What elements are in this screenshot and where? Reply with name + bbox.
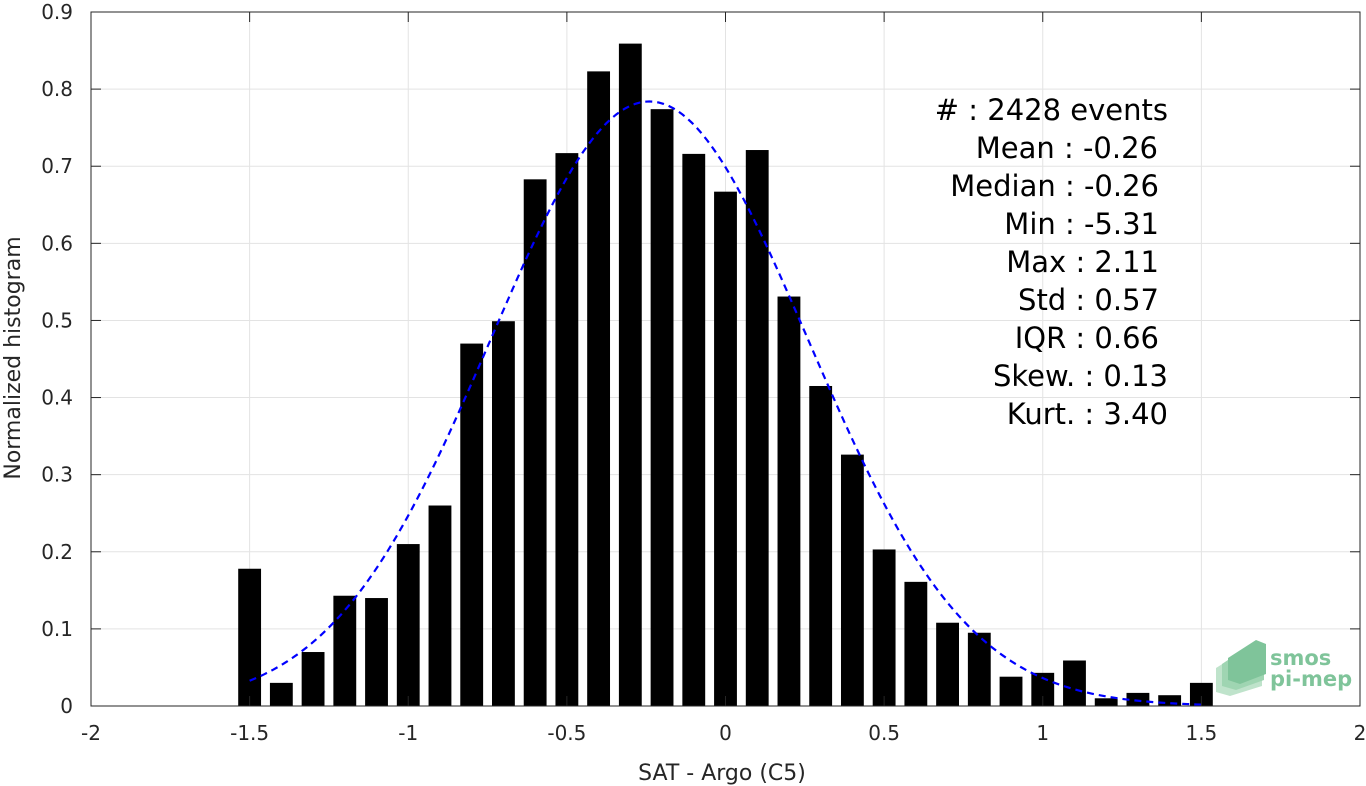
stat-line: Mean : -0.26 bbox=[976, 131, 1158, 165]
x-tick-label: -1.5 bbox=[230, 721, 269, 745]
histogram-bar bbox=[1126, 692, 1150, 706]
histogram-bar bbox=[1094, 698, 1118, 706]
statistics-box: # : 2428 events Mean : -0.26 Median : -0.2… bbox=[935, 93, 1168, 431]
gaussian-fit-curve bbox=[249, 100, 1202, 706]
histogram-bar bbox=[650, 109, 674, 706]
stat-line: Median : -0.26 bbox=[950, 169, 1159, 203]
histogram-bar bbox=[1031, 672, 1055, 706]
y-tick-label: 0.5 bbox=[41, 308, 73, 332]
x-tick-labels: -2 -1.5 -1 -0.5 0 0.5 1 1.5 2 bbox=[81, 721, 1366, 745]
histogram-bar bbox=[587, 71, 611, 707]
histogram-bar bbox=[618, 43, 642, 707]
x-tick-label: 1 bbox=[1036, 721, 1049, 745]
y-tick-label: 0.4 bbox=[41, 386, 73, 410]
histogram-bar bbox=[1158, 695, 1182, 706]
histogram-bar bbox=[492, 321, 515, 706]
x-tick-label: 0 bbox=[719, 721, 732, 745]
histogram-bar bbox=[555, 153, 579, 706]
x-tick-label: 2 bbox=[1354, 721, 1366, 745]
histogram-bar bbox=[967, 632, 991, 706]
x-tick-label: -0.5 bbox=[547, 721, 586, 745]
histogram-bar bbox=[460, 343, 484, 706]
logo-layers-icon bbox=[1216, 640, 1266, 696]
x-tick-label: -1 bbox=[398, 721, 418, 745]
histogram-bar bbox=[523, 179, 547, 706]
histogram-bar bbox=[428, 505, 452, 706]
y-tick-label: 0.1 bbox=[41, 617, 73, 641]
stat-line: IQR : 0.66 bbox=[1015, 321, 1159, 355]
x-tick-label: 0.5 bbox=[868, 721, 900, 745]
y-tick-label: 0 bbox=[60, 694, 73, 718]
histogram-bar bbox=[904, 581, 928, 706]
logo-text-pi-mep: pi-mep bbox=[1270, 667, 1352, 691]
y-tick-labels: 0 0.1 0.2 0.3 0.4 0.5 0.6 0.7 0.8 0.9 bbox=[41, 0, 73, 718]
y-tick-label: 0.6 bbox=[41, 231, 73, 255]
histogram-bar bbox=[301, 652, 325, 706]
histogram-bar bbox=[682, 153, 706, 706]
histogram-bar bbox=[714, 191, 737, 706]
histogram-bar bbox=[1063, 660, 1086, 706]
axes-frame bbox=[90, 11, 1361, 707]
y-axis-label: Normalized histogram bbox=[1, 236, 26, 479]
histogram-bar bbox=[238, 568, 262, 706]
histogram-bar bbox=[269, 682, 293, 706]
histogram-bar bbox=[936, 622, 959, 706]
x-tick-label: -2 bbox=[81, 721, 101, 745]
histogram-bars bbox=[238, 43, 1213, 707]
histogram-bar bbox=[809, 385, 833, 706]
histogram-bar bbox=[365, 598, 388, 706]
stat-line: Min : -5.31 bbox=[1004, 207, 1159, 241]
y-tick-label: 0.3 bbox=[41, 463, 73, 487]
stat-line: Std : 0.57 bbox=[1018, 283, 1159, 317]
stat-line: Max : 2.11 bbox=[1006, 245, 1159, 279]
histogram-bar bbox=[333, 595, 357, 706]
histogram-bar bbox=[777, 296, 801, 706]
histogram-bar bbox=[840, 454, 864, 706]
histogram-bar bbox=[396, 544, 420, 706]
histogram-bar bbox=[999, 676, 1023, 706]
x-tick-label: 1.5 bbox=[1185, 721, 1217, 745]
y-tick-label: 0.8 bbox=[41, 77, 73, 101]
logo-text-smos: smos bbox=[1270, 646, 1331, 670]
stat-line: Kurt. : 3.40 bbox=[1007, 397, 1168, 431]
histogram-bar bbox=[1189, 682, 1213, 706]
y-tick-label: 0.7 bbox=[41, 154, 73, 178]
smos-pi-mep-logo: smos pi-mep bbox=[1216, 640, 1352, 696]
histogram-bar bbox=[872, 549, 896, 706]
stat-line: # : 2428 events bbox=[935, 93, 1168, 127]
x-axis-label: SAT - Argo (C5) bbox=[638, 761, 806, 786]
y-tick-label: 0.2 bbox=[41, 540, 73, 564]
stat-line: Skew. : 0.13 bbox=[993, 359, 1168, 393]
y-tick-label: 0.9 bbox=[41, 0, 73, 24]
histogram-bar bbox=[745, 150, 769, 707]
